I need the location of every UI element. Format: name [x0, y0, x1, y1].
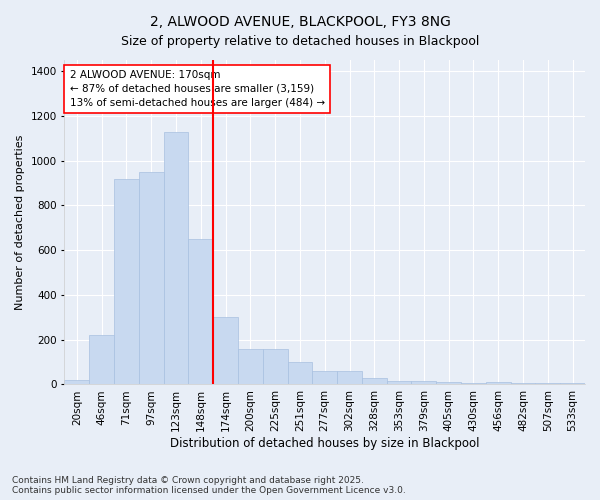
Text: 2 ALWOOD AVENUE: 170sqm
← 87% of detached houses are smaller (3,159)
13% of semi: 2 ALWOOD AVENUE: 170sqm ← 87% of detache… — [70, 70, 325, 108]
Bar — [436, 382, 461, 384]
Bar — [412, 381, 436, 384]
Text: 2, ALWOOD AVENUE, BLACKPOOL, FY3 8NG: 2, ALWOOD AVENUE, BLACKPOOL, FY3 8NG — [149, 15, 451, 29]
Bar — [114, 178, 139, 384]
Bar — [164, 132, 188, 384]
Bar — [238, 348, 263, 384]
Bar — [213, 318, 238, 384]
Bar — [362, 378, 386, 384]
Bar — [337, 371, 362, 384]
Bar — [313, 371, 337, 384]
Bar — [64, 380, 89, 384]
Bar — [386, 381, 412, 384]
Bar — [188, 239, 213, 384]
Bar — [486, 382, 511, 384]
X-axis label: Distribution of detached houses by size in Blackpool: Distribution of detached houses by size … — [170, 437, 479, 450]
Bar — [263, 348, 287, 384]
Bar — [89, 335, 114, 384]
Text: Size of property relative to detached houses in Blackpool: Size of property relative to detached ho… — [121, 35, 479, 48]
Y-axis label: Number of detached properties: Number of detached properties — [15, 134, 25, 310]
Bar — [139, 172, 164, 384]
Bar — [287, 362, 313, 384]
Text: Contains HM Land Registry data © Crown copyright and database right 2025.
Contai: Contains HM Land Registry data © Crown c… — [12, 476, 406, 495]
